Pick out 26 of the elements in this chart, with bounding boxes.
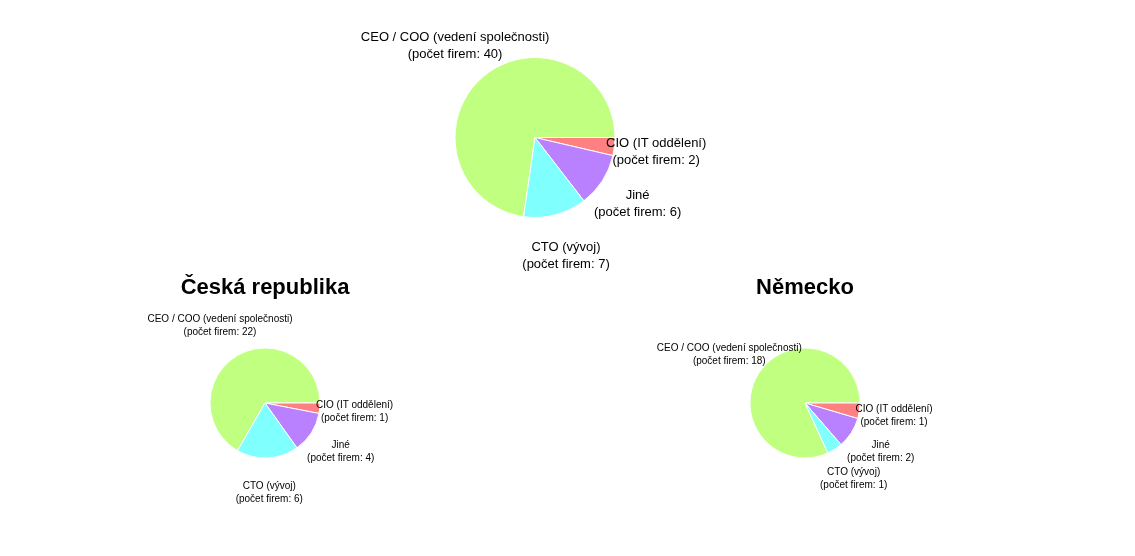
slice-label: Jiné: [625, 187, 650, 203]
data-label: (počet firem: 7): [522, 255, 610, 271]
data-label: (počet firem: 4): [307, 452, 375, 464]
data-label: (počet firem: 18): [692, 354, 766, 366]
data-label: (počet firem: 6): [235, 493, 303, 505]
slice-label: CEO / COO (vedení společnosti): [656, 341, 802, 353]
data-label: (počet firem: 40): [407, 45, 503, 61]
data-label: (počet firem: 6): [593, 203, 682, 219]
slice-label: CEO / COO (vedení společnosti): [147, 312, 293, 324]
data-label: (počet firem: 1): [860, 416, 928, 428]
chart-title: Německo: [756, 274, 854, 299]
chart-title: Česká republika: [180, 274, 351, 299]
data-label: (počet firem: 2): [847, 452, 915, 464]
data-label: (počet firem: 2): [612, 151, 700, 167]
slice-label: Jiné: [331, 439, 351, 451]
slice-label: CTO (vývoj): [827, 466, 881, 478]
data-label: (počet firem: 1): [820, 479, 888, 491]
slice-label: CIO (IT oddělení): [316, 399, 394, 411]
slice-label: CEO / COO (vedení společnosti): [360, 28, 550, 44]
slice-label: CIO (IT oddělení): [606, 134, 707, 150]
slice-label: Jiné: [871, 439, 891, 451]
slice-label: CTO (vývoj): [242, 480, 296, 492]
data-label: (počet firem: 1): [320, 412, 389, 424]
slice-label: CIO (IT oddělení): [855, 403, 933, 415]
slice-label: CTO (vývoj): [531, 239, 601, 255]
data-label: (počet firem: 22): [183, 325, 257, 337]
